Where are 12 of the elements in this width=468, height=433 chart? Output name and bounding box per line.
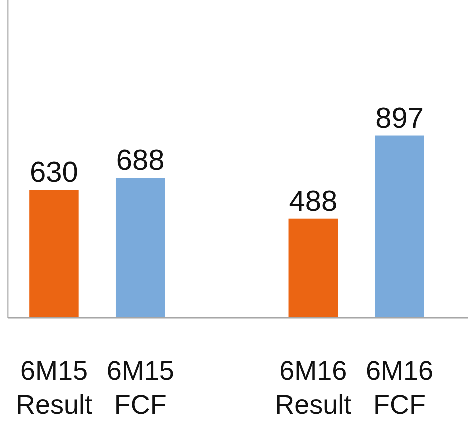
- bar: [288, 218, 338, 318]
- data-label: 897: [376, 102, 424, 135]
- bar: [30, 190, 79, 318]
- x-tick-label: 6M16 Result: [275, 356, 352, 420]
- bar: [375, 136, 424, 318]
- data-label: 630: [30, 157, 78, 190]
- x-tick-label: 6M15 FCF: [106, 356, 174, 420]
- x-tick-label: 6M15 Result: [16, 356, 93, 420]
- bar: [116, 178, 166, 318]
- data-label: 488: [289, 186, 338, 218]
- data-label: 688: [116, 145, 165, 178]
- x-tick-label: 6M16 FCF: [366, 356, 434, 420]
